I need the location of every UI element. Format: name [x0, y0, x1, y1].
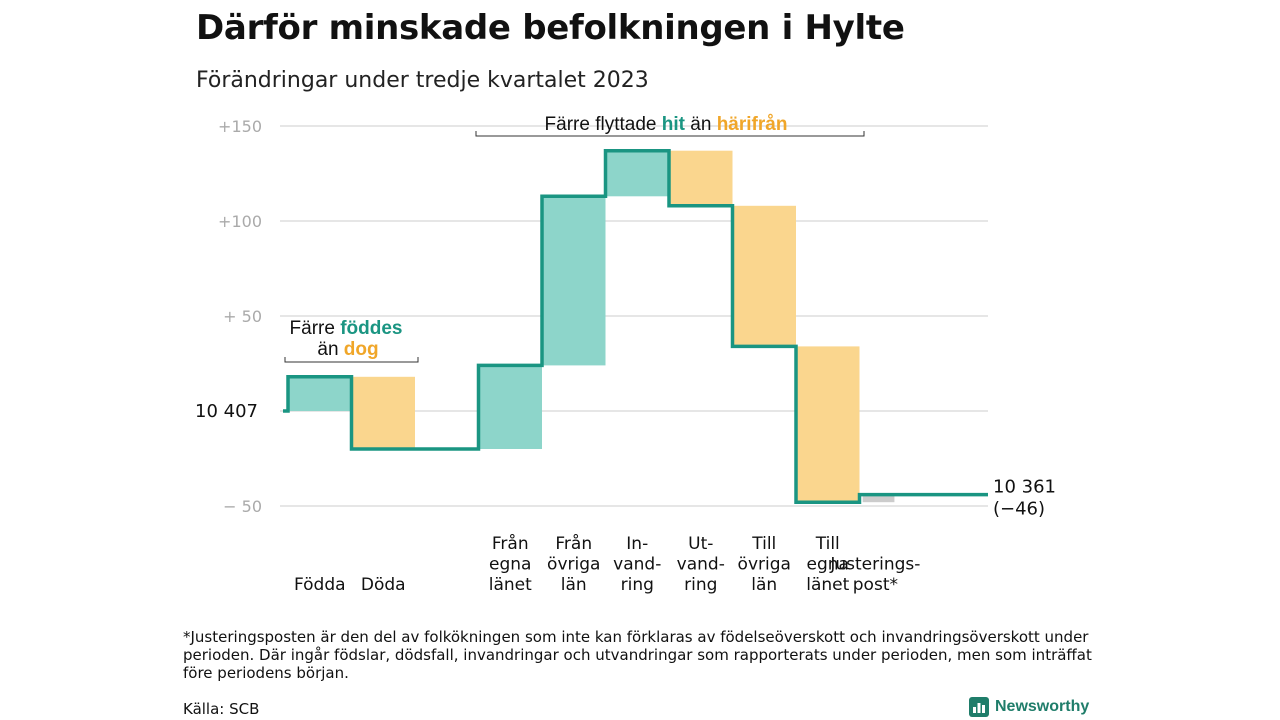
- category-label: In-vand-ring: [613, 534, 661, 595]
- bar: [669, 150, 733, 206]
- bar: [796, 346, 860, 503]
- category-label: Döda: [361, 575, 406, 595]
- start-value-label: 10 407: [195, 401, 258, 422]
- bar: [862, 494, 895, 503]
- births-bracket: [284, 357, 419, 363]
- moves-bracket: [475, 131, 865, 137]
- category-label: Födda: [294, 575, 346, 595]
- y-tick-label: − 50: [223, 497, 262, 516]
- category-label: Ut-vand-ring: [677, 534, 725, 595]
- bar: [288, 376, 352, 411]
- end-change-label: (−46): [993, 499, 1045, 520]
- newsworthy-logo-icon: [969, 697, 989, 717]
- births-annotation-line1: Färre föddes: [290, 318, 403, 339]
- running-total-line: [283, 148, 988, 504]
- bar: [732, 205, 796, 347]
- moves-annotation: Färre flyttade hit än härifrån: [545, 114, 788, 135]
- chart-subtitle: Förändringar under tredje kvartalet 2023: [196, 68, 649, 93]
- bar: [351, 376, 415, 449]
- category-label: Till övriga län: [738, 534, 791, 595]
- end-value-label: 10 361: [993, 477, 1056, 498]
- births-annotation-line2: än dog: [317, 339, 378, 360]
- footnote: *Justeringsposten är den del av folkökni…: [183, 628, 1092, 682]
- brand-name: Newsworthy: [995, 698, 1090, 715]
- y-tick-label: +150: [218, 117, 262, 136]
- source-label: Källa: SCB: [183, 700, 260, 718]
- bar: [478, 365, 542, 449]
- category-label: Från egna länet: [489, 533, 532, 595]
- bar: [542, 196, 606, 366]
- category-label: Till egna länet: [806, 534, 849, 595]
- y-tick-label: +100: [218, 212, 262, 231]
- y-tick-label: + 50: [223, 307, 262, 326]
- category-label: Från övriga län: [547, 533, 600, 595]
- newsworthy-logo: Newsworthy: [969, 697, 1089, 717]
- category-label: Justerings-post*: [829, 555, 920, 596]
- chart-title: Därför minskade befolkningen i Hylte: [196, 8, 905, 48]
- bar: [605, 150, 669, 197]
